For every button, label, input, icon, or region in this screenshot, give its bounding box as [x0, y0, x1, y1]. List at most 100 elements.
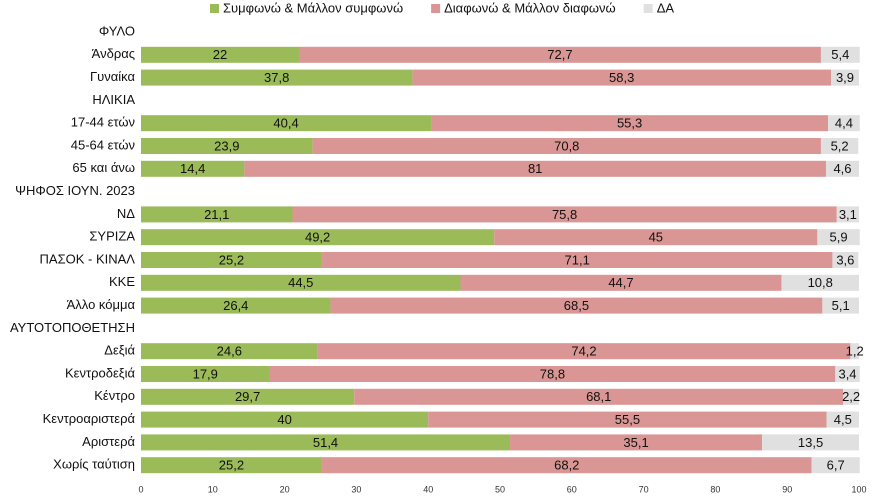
y-tick-label: ΠΑΣΟΚ - ΚΙΝΑΛ: [40, 251, 136, 266]
bar-segment: [141, 411, 429, 428]
data-label: 40: [277, 412, 291, 427]
bar-segment: [781, 274, 859, 291]
bar-segment: [141, 388, 355, 405]
bar-segment: [141, 457, 322, 474]
x-tick-label: 50: [495, 484, 505, 494]
data-label: 2,2: [842, 389, 860, 404]
y-tick-label: ΗΛΙΚΙΑ: [92, 92, 135, 107]
bar-segment: [141, 160, 245, 177]
y-tick-label: ΨΗΦΟΣ ΙΟΥΝ. 2023: [15, 183, 135, 198]
bar-segment: [836, 206, 859, 223]
data-label: 4,5: [834, 412, 852, 427]
y-tick-label: Γυναίκα: [90, 69, 136, 84]
bar-segment: [141, 206, 293, 223]
data-label: 1,2: [846, 344, 864, 359]
bar-segment: [428, 411, 827, 428]
data-label: 4,4: [835, 116, 853, 131]
data-label: 44,7: [608, 275, 633, 290]
bar-segment: [141, 274, 461, 291]
bar-segment: [141, 343, 318, 360]
bar-segment: [141, 115, 432, 132]
bar-segment: [822, 297, 859, 314]
y-tick-label: ΑΥΤΟΤΟΠΟΘΕΤΗΣΗ: [10, 320, 135, 335]
bar-segment: [832, 252, 859, 268]
legend-label: Διαφωνώ & Μάλλον διαφωνώ: [444, 0, 616, 15]
bar-segment: [321, 252, 833, 268]
legend-swatch: [643, 4, 653, 13]
bar-segment: [141, 252, 322, 268]
data-label: 3,4: [838, 366, 856, 381]
data-label: 81: [528, 161, 542, 176]
data-label: 68,2: [554, 458, 579, 473]
y-tick-label: 45-64 ετών: [71, 137, 135, 152]
legend-label: Συμφωνώ & Μάλλον συμφωνώ: [223, 0, 403, 15]
legend-swatch: [431, 4, 441, 13]
data-label: 68,5: [564, 298, 589, 313]
bar-segment: [330, 297, 823, 314]
bar-segment: [141, 229, 495, 246]
data-label: 45: [649, 230, 663, 245]
bar-segment: [835, 366, 860, 382]
bar-segment: [510, 434, 763, 451]
y-tick-label: Δεξιά: [104, 343, 135, 358]
data-label: 55,3: [617, 116, 642, 131]
bar-segment: [312, 138, 821, 154]
y-tick-label: ΚΚΕ: [109, 274, 135, 289]
bar-segment: [141, 434, 511, 451]
data-label: 49,2: [305, 230, 330, 245]
bar-segment: [820, 46, 860, 63]
x-tick-label: 60: [567, 484, 577, 494]
y-tick-label: Κέντρο: [94, 388, 135, 403]
y-tick-label: Άλλο κόμμα: [67, 297, 136, 312]
y-tick-label: Κεντροδεξιά: [65, 365, 135, 380]
data-label: 78,8: [540, 366, 565, 381]
bar-segment: [141, 46, 299, 63]
x-tick-label: 20: [280, 484, 290, 494]
data-label: 17,9: [193, 366, 218, 381]
x-tick-label: 40: [423, 484, 433, 494]
data-label: 5,9: [829, 230, 847, 245]
x-tick-label: 10: [208, 484, 218, 494]
data-label: 5,4: [831, 47, 849, 62]
bar-segment: [811, 457, 860, 474]
data-label: 5,2: [831, 138, 849, 153]
bar-segment: [354, 388, 844, 405]
data-label: 23,9: [214, 138, 239, 153]
bar-segment: [817, 229, 860, 246]
x-tick-label: 100: [851, 484, 866, 494]
data-label: 24,6: [217, 344, 242, 359]
bar-segment: [830, 69, 859, 86]
bar-segment: [141, 138, 313, 154]
bar-segment: [298, 46, 821, 63]
x-tick-label: 80: [710, 484, 720, 494]
data-label: 44,5: [288, 275, 313, 290]
bar-segment: [828, 115, 860, 132]
bar-segment: [141, 69, 413, 86]
bar-segment: [843, 388, 859, 405]
data-label: 70,8: [554, 138, 579, 153]
bar-segment: [850, 343, 859, 360]
data-label: 5,1: [832, 298, 850, 313]
data-label: 21,1: [204, 207, 229, 222]
bar-segment: [494, 229, 818, 246]
data-label: 26,4: [223, 298, 248, 313]
legend-swatch: [210, 4, 219, 13]
data-label: 14,4: [180, 161, 205, 176]
data-label: 55,5: [615, 412, 640, 427]
y-tick-label: ΣΥΡΙΖΑ: [89, 229, 135, 244]
x-tick-label: 30: [351, 484, 361, 494]
bar-segment: [317, 343, 851, 360]
x-tick-label: 90: [782, 484, 792, 494]
bar-segment: [412, 69, 831, 86]
data-label: 25,2: [219, 252, 244, 267]
bar-segment: [292, 206, 837, 223]
bar-segment: [820, 138, 859, 154]
data-label: 71,1: [565, 252, 590, 267]
data-label: 72,7: [547, 47, 572, 62]
data-label: 37,8: [264, 70, 289, 85]
data-label: 13,5: [798, 435, 823, 450]
bar-segment: [825, 160, 859, 177]
data-label: 22: [213, 47, 227, 62]
bar-segment: [460, 274, 782, 291]
bar-segment: [826, 411, 859, 428]
